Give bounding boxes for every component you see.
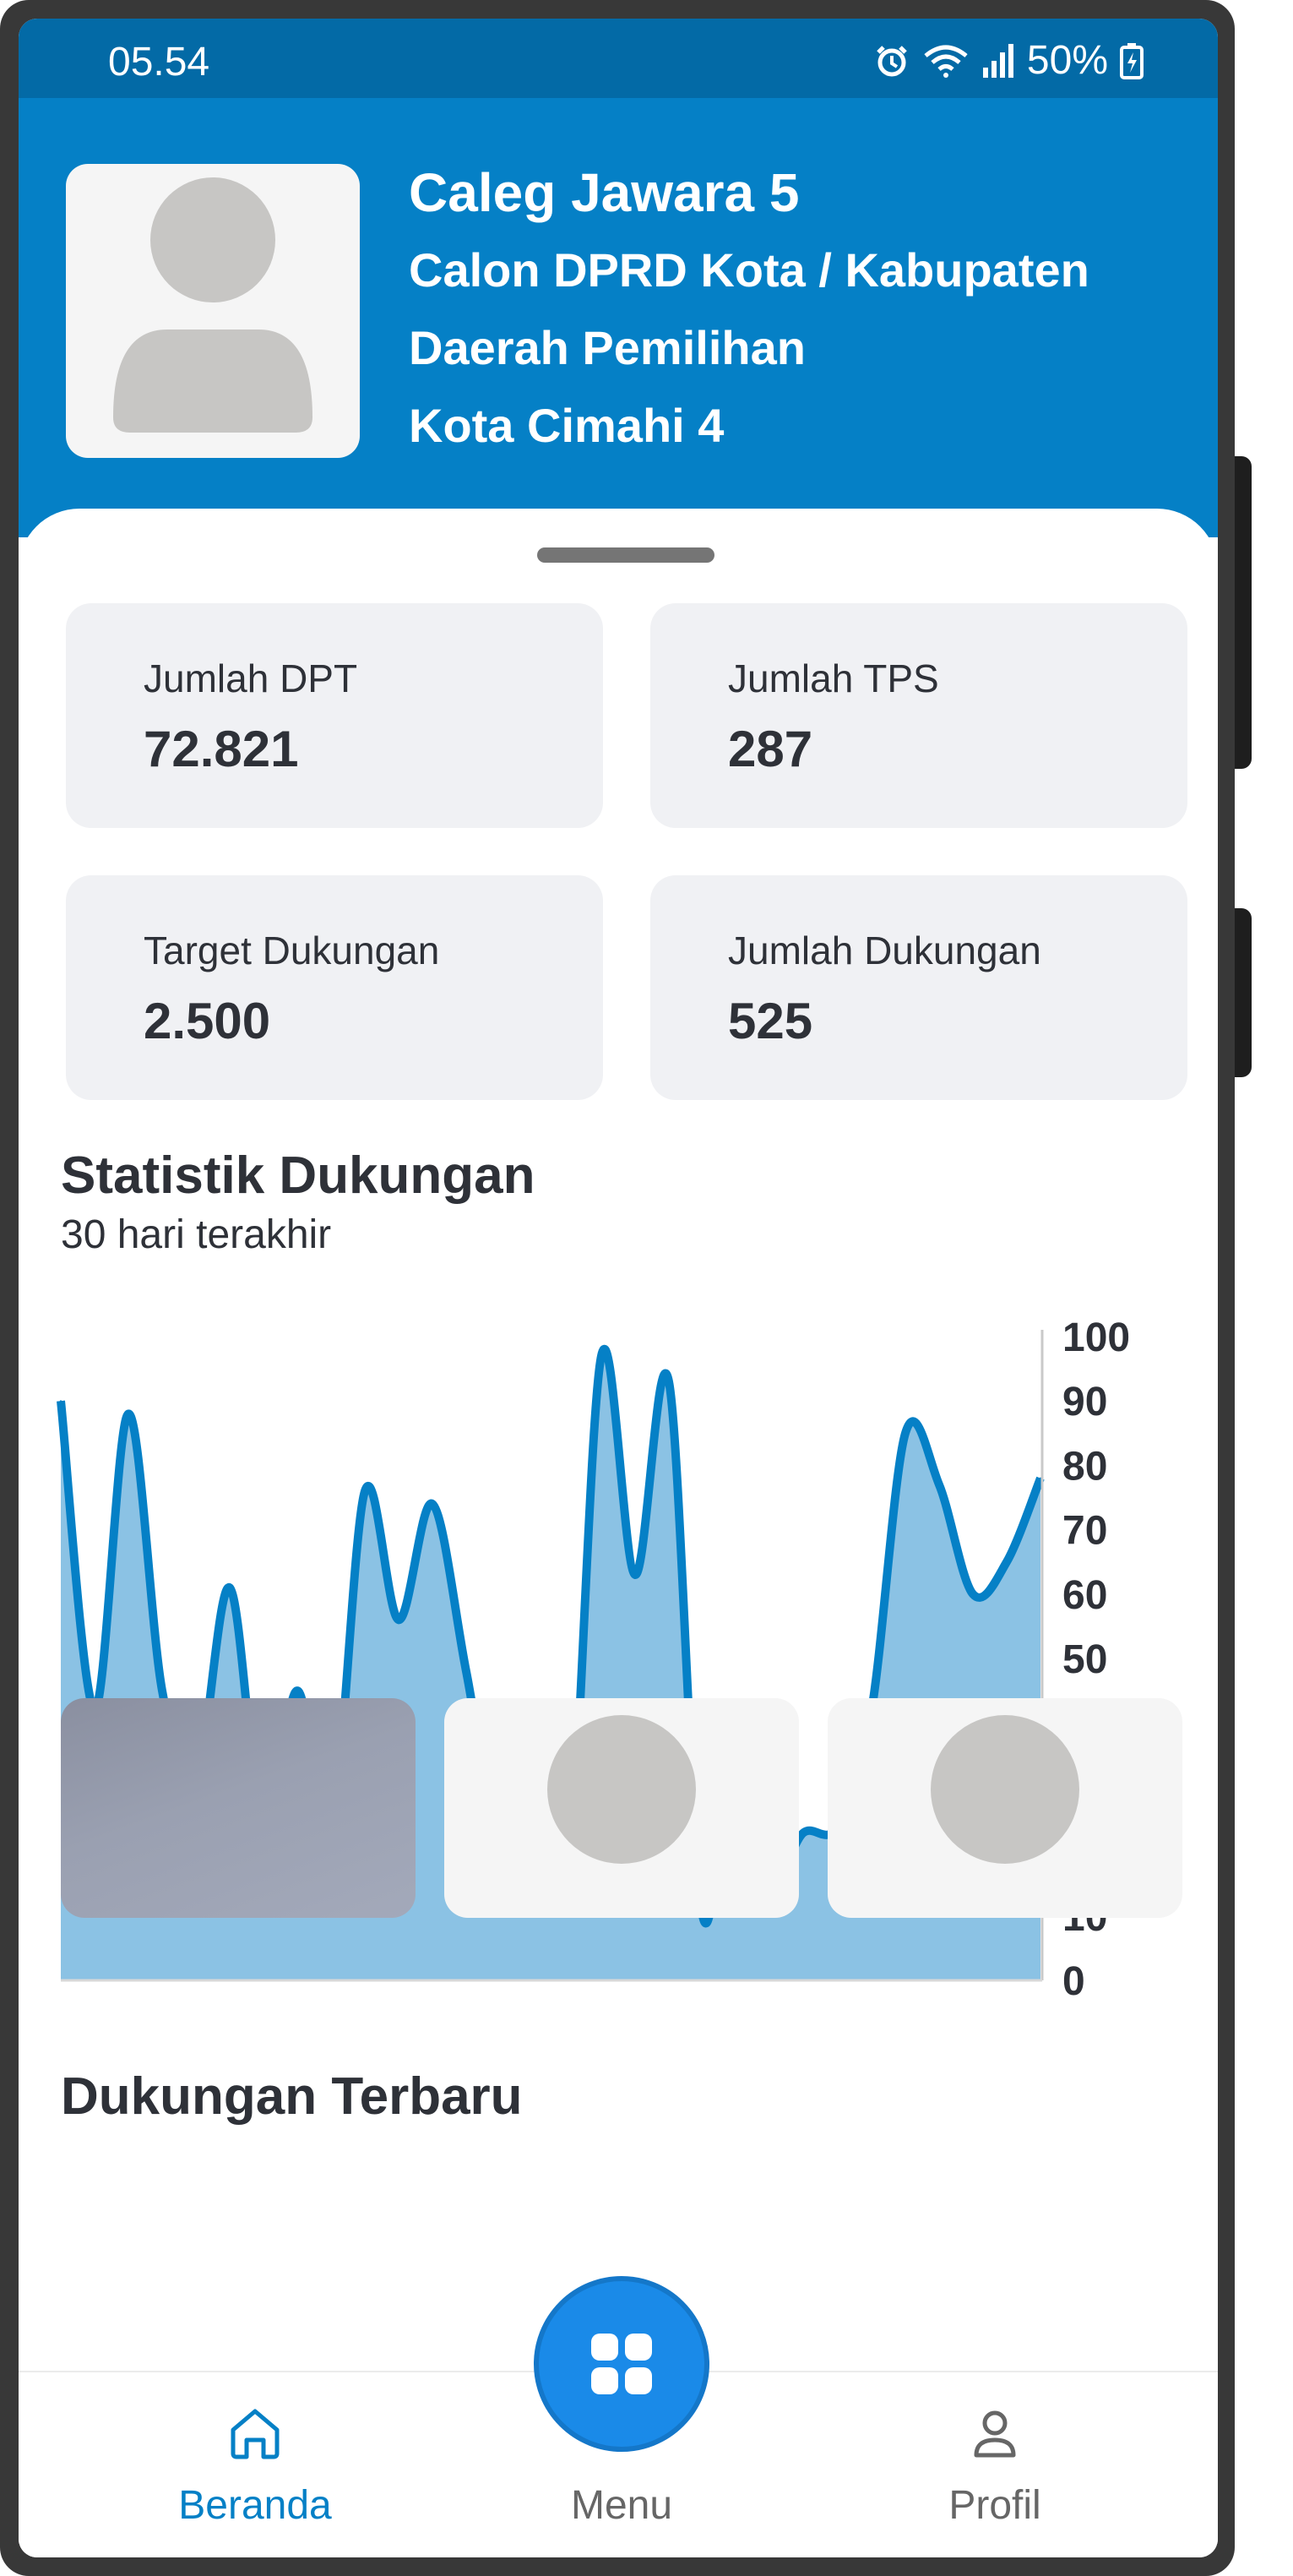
chart-point xyxy=(432,1503,433,1506)
chart-point xyxy=(803,1831,805,1833)
wifi-icon xyxy=(924,45,968,78)
chart-point xyxy=(398,1619,399,1621)
supporter-card[interactable] xyxy=(444,1698,799,1918)
power-button xyxy=(1235,908,1252,1077)
user-icon xyxy=(974,2410,1016,2458)
supporter-card[interactable] xyxy=(828,1698,1182,1918)
nav-profile-label: Profil xyxy=(948,2483,1041,2528)
status-icons: 50% xyxy=(873,37,1144,84)
volume-button xyxy=(1235,456,1252,769)
nav-menu-label: Menu xyxy=(570,2483,673,2528)
stat-value: 2.500 xyxy=(144,993,271,1049)
stat-card-tps[interactable]: Jumlah TPS 287 xyxy=(650,603,1187,828)
chart-point xyxy=(668,1381,670,1383)
stat-label: Target Dukungan xyxy=(144,929,440,972)
stat-label: Jumlah DPT xyxy=(144,656,358,700)
electoral-district: Kota Cimahi 4 xyxy=(409,399,725,452)
stat-value: 72.821 xyxy=(144,721,299,777)
profile-header: Caleg Jawara 5 Calon DPRD Kota / Kabupat… xyxy=(19,98,1218,537)
nav-menu[interactable]: Menu xyxy=(495,2372,748,2557)
drag-handle[interactable] xyxy=(537,547,714,563)
supporter-avatar xyxy=(931,1715,1079,1864)
chart-y-tick-label: 80 xyxy=(1062,1444,1107,1489)
supporter-card[interactable] xyxy=(61,1698,416,1918)
status-time: 05.54 xyxy=(108,40,210,84)
stat-card-support[interactable]: Jumlah Dukungan 525 xyxy=(650,875,1187,1100)
battery-charging-icon xyxy=(1120,42,1144,79)
chart-point xyxy=(161,1690,163,1692)
chart-y-tick-label: 100 xyxy=(1062,1315,1130,1360)
stat-label: Jumlah Dukungan xyxy=(728,929,1041,972)
supporter-avatar xyxy=(547,1715,696,1864)
chart-point xyxy=(1006,1560,1008,1563)
screen: 05.54 50% xyxy=(19,19,1218,2557)
grid-menu-icon xyxy=(591,2334,652,2394)
chart-point xyxy=(364,1490,366,1492)
statistics-subtitle: 30 hari terakhir xyxy=(61,1212,332,1257)
chart-point xyxy=(465,1670,467,1673)
chart-point xyxy=(229,1587,231,1589)
chart-y-tick-label: 0 xyxy=(1062,1959,1085,2004)
chart-point xyxy=(905,1432,906,1435)
candidate-name: Caleg Jawara 5 xyxy=(409,162,800,223)
stat-value: 287 xyxy=(728,721,813,777)
person-placeholder-icon xyxy=(113,177,312,433)
electoral-district-label: Daerah Pemilihan xyxy=(409,321,806,374)
chart-y-tick-label: 60 xyxy=(1062,1573,1107,1618)
candidate-position: Calon DPRD Kota / Kabupaten xyxy=(409,243,1089,297)
chart-point xyxy=(600,1354,602,1357)
chart-point xyxy=(972,1593,974,1595)
chart-point xyxy=(128,1413,129,1415)
chart-point xyxy=(634,1573,636,1576)
statistics-title: Statistik Dukungan xyxy=(61,1146,535,1205)
chart-point xyxy=(938,1484,940,1486)
signal-icon xyxy=(982,43,1013,78)
chart-point xyxy=(60,1400,62,1402)
stat-card-dpt[interactable]: Jumlah DPT 72.821 xyxy=(66,603,603,828)
stat-label: Jumlah TPS xyxy=(728,656,939,700)
latest-support-title: Dukungan Terbaru xyxy=(61,2067,523,2126)
nav-home[interactable]: Beranda xyxy=(128,2372,382,2557)
chart-y-tick-label: 90 xyxy=(1062,1380,1107,1424)
stat-value: 525 xyxy=(728,993,813,1049)
chart-point xyxy=(296,1690,298,1692)
nav-home-label: Beranda xyxy=(178,2483,332,2528)
home-icon xyxy=(231,2409,280,2459)
menu-fab-button[interactable] xyxy=(534,2276,709,2452)
nav-profile[interactable]: Profil xyxy=(868,2372,1122,2557)
candidate-info: Caleg Jawara 5 Calon DPRD Kota / Kabupat… xyxy=(409,154,1089,465)
chart-y-tick-label: 50 xyxy=(1062,1637,1107,1682)
battery-percent: 50% xyxy=(1026,38,1108,83)
candidate-avatar xyxy=(66,164,360,458)
status-bar: 05.54 50% xyxy=(19,19,1218,98)
stat-card-target[interactable]: Target Dukungan 2.500 xyxy=(66,875,603,1100)
alarm-icon xyxy=(877,45,907,76)
chart-y-tick-label: 70 xyxy=(1062,1509,1107,1554)
